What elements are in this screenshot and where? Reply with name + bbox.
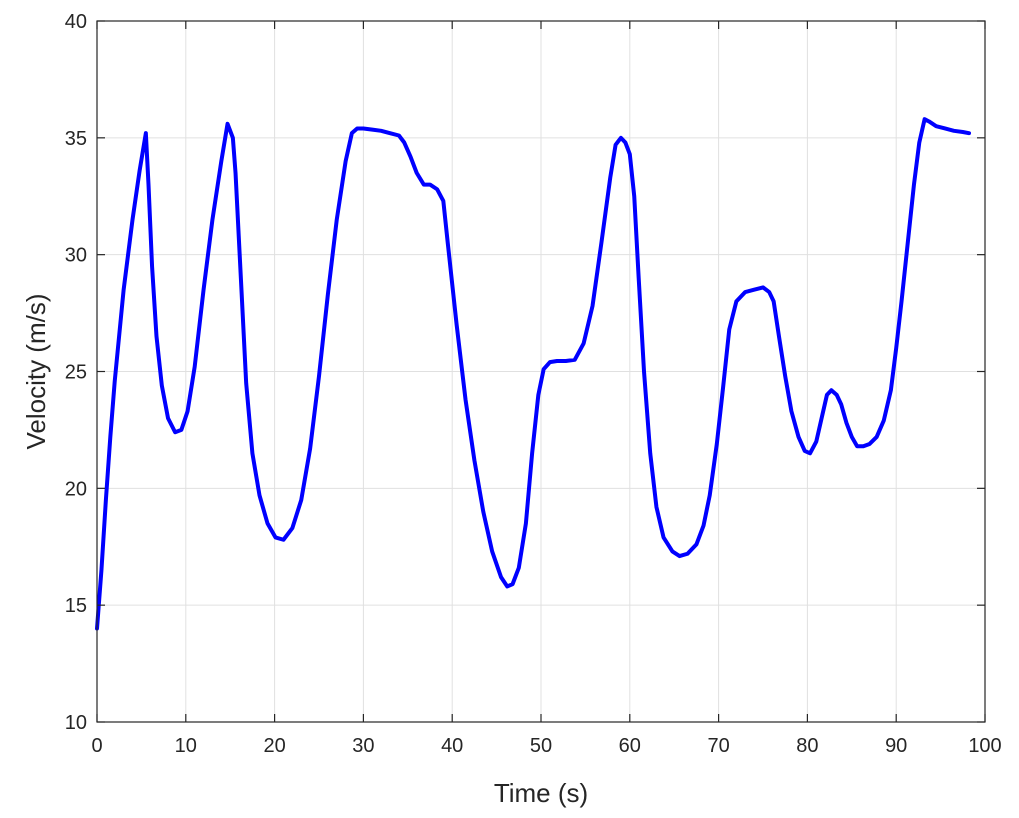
x-tick-label: 100 [968,735,1001,757]
y-tick-label: 10 [65,712,87,734]
x-tick-label: 20 [263,735,285,757]
axes [96,20,986,723]
x-axis-title: Time (s) [494,778,588,808]
y-tick-label: 20 [65,478,87,500]
y-axis-title: Velocity (m/s) [21,293,51,449]
y-tick-label: 35 [65,128,87,150]
y-tick-label: 15 [65,595,87,617]
y-tick-label: 25 [65,362,87,384]
x-tick-label: 10 [175,735,197,757]
series-layer [95,117,972,631]
x-tick-label: 50 [530,735,552,757]
x-tick-label: 40 [441,735,463,757]
x-tick-label: 30 [352,735,374,757]
x-tick-label: 0 [91,735,102,757]
series-line [95,117,972,631]
x-tick-label: 70 [707,735,729,757]
x-tick-label: 90 [885,735,907,757]
y-tick-label: 40 [65,11,87,33]
x-tick-label: 60 [619,735,641,757]
y-tick-label: 30 [65,245,87,267]
x-tick-label: 80 [796,735,818,757]
